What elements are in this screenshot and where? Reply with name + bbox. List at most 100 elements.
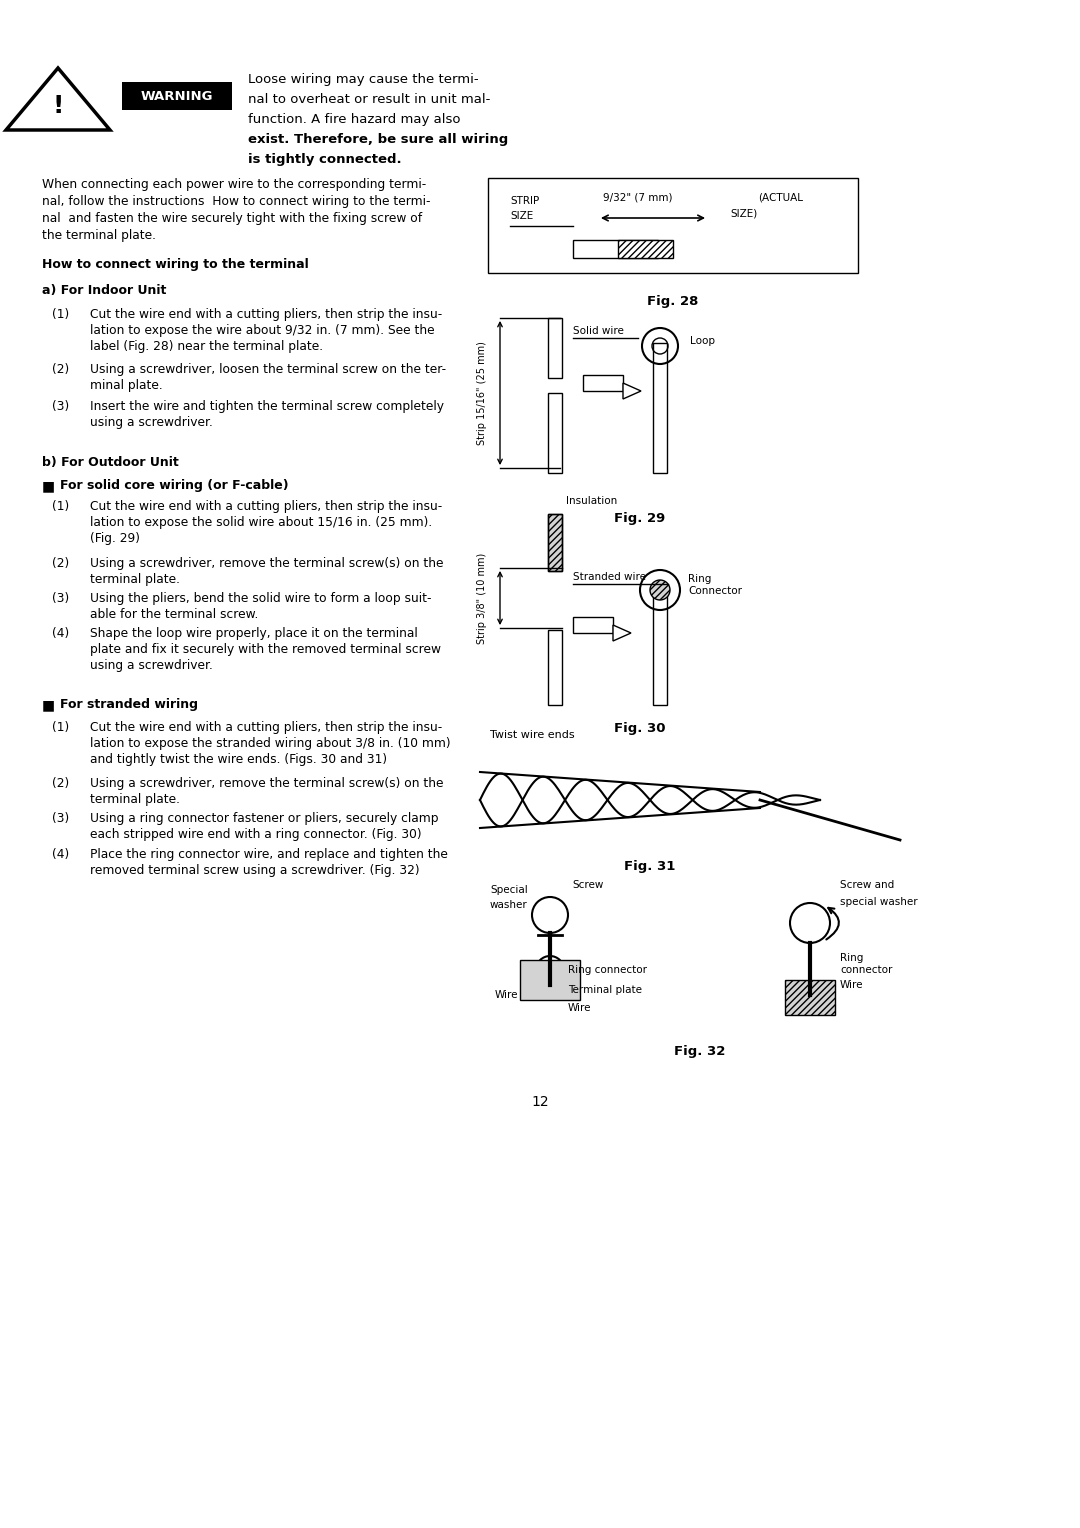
Text: Place the ring connector wire, and replace and tighten the: Place the ring connector wire, and repla… xyxy=(90,848,448,860)
Bar xyxy=(548,630,562,704)
Text: ■: ■ xyxy=(42,698,55,712)
Text: Cut the wire end with a cutting pliers, then strip the insu-: Cut the wire end with a cutting pliers, … xyxy=(90,500,442,513)
Text: SIZE): SIZE) xyxy=(731,208,758,219)
Text: terminal plate.: terminal plate. xyxy=(90,573,180,587)
Text: (2): (2) xyxy=(52,364,69,376)
Text: b) For Outdoor Unit: b) For Outdoor Unit xyxy=(42,455,179,469)
Text: (4): (4) xyxy=(52,848,69,860)
Text: function. A fire hazard may also: function. A fire hazard may also xyxy=(248,113,460,125)
Text: Loop: Loop xyxy=(690,336,715,345)
Text: Fig. 31: Fig. 31 xyxy=(624,860,676,872)
Text: Using a ring connector fastener or pliers, securely clamp: Using a ring connector fastener or plier… xyxy=(90,811,438,825)
Bar xyxy=(573,240,658,258)
Text: able for the terminal screw.: able for the terminal screw. xyxy=(90,608,258,620)
Text: lation to expose the wire about 9/32 in. (7 mm). See the: lation to expose the wire about 9/32 in.… xyxy=(90,324,434,338)
Text: special washer: special washer xyxy=(840,897,918,908)
Text: Wire: Wire xyxy=(495,990,518,999)
Text: Cut the wire end with a cutting pliers, then strip the insu-: Cut the wire end with a cutting pliers, … xyxy=(90,309,442,321)
Text: Using a screwdriver, remove the terminal screw(s) on the: Using a screwdriver, remove the terminal… xyxy=(90,558,444,570)
Text: and tightly twist the wire ends. (Figs. 30 and 31): and tightly twist the wire ends. (Figs. … xyxy=(90,753,387,766)
Text: (3): (3) xyxy=(52,400,69,413)
Text: Shape the loop wire properly, place it on the terminal: Shape the loop wire properly, place it o… xyxy=(90,626,418,640)
Text: exist. Therefore, be sure all wiring: exist. Therefore, be sure all wiring xyxy=(248,133,509,147)
Text: a) For Indoor Unit: a) For Indoor Unit xyxy=(42,284,166,296)
Text: (ACTUAL: (ACTUAL xyxy=(758,193,804,203)
Text: lation to expose the solid wire about 15/16 in. (25 mm).: lation to expose the solid wire about 15… xyxy=(90,516,432,529)
Text: Fig. 28: Fig. 28 xyxy=(647,295,699,309)
Text: Screw and: Screw and xyxy=(840,880,894,889)
Text: nal to overheat or result in unit mal-: nal to overheat or result in unit mal- xyxy=(248,93,490,105)
Text: STRIP: STRIP xyxy=(510,196,539,206)
Text: Twist wire ends: Twist wire ends xyxy=(490,730,575,740)
Text: label (Fig. 28) near the terminal plate.: label (Fig. 28) near the terminal plate. xyxy=(90,341,323,353)
Bar xyxy=(618,240,673,258)
Text: !: ! xyxy=(52,95,64,119)
Text: SIZE: SIZE xyxy=(510,211,534,222)
Polygon shape xyxy=(613,625,631,642)
Bar xyxy=(488,177,858,274)
Text: 12: 12 xyxy=(531,1096,549,1109)
Text: (1): (1) xyxy=(52,309,69,321)
Text: ■: ■ xyxy=(42,478,55,494)
Text: Loose wiring may cause the termi-: Loose wiring may cause the termi- xyxy=(248,73,478,86)
Polygon shape xyxy=(623,384,642,399)
Bar xyxy=(653,342,667,474)
Text: removed terminal screw using a screwdriver. (Fig. 32): removed terminal screw using a screwdriv… xyxy=(90,863,420,877)
Text: Insert the wire and tighten the terminal screw completely: Insert the wire and tighten the terminal… xyxy=(90,400,444,413)
Bar xyxy=(548,393,562,474)
Text: Using a screwdriver, loosen the terminal screw on the ter-: Using a screwdriver, loosen the terminal… xyxy=(90,364,446,376)
Bar xyxy=(519,960,580,999)
Text: Ring
Connector: Ring Connector xyxy=(688,575,742,596)
Text: is tightly connected.: is tightly connected. xyxy=(248,153,402,167)
Text: nal, follow the instructions  How to connect wiring to the termi-: nal, follow the instructions How to conn… xyxy=(42,196,431,208)
Bar xyxy=(583,374,623,391)
Text: Using a screwdriver, remove the terminal screw(s) on the: Using a screwdriver, remove the terminal… xyxy=(90,778,444,790)
Text: When connecting each power wire to the corresponding termi-: When connecting each power wire to the c… xyxy=(42,177,427,191)
Text: (2): (2) xyxy=(52,558,69,570)
Text: Fig. 30: Fig. 30 xyxy=(615,723,665,735)
Bar xyxy=(653,590,667,704)
Text: (3): (3) xyxy=(52,811,69,825)
Text: each stripped wire end with a ring connector. (Fig. 30): each stripped wire end with a ring conne… xyxy=(90,828,421,840)
Text: (3): (3) xyxy=(52,591,69,605)
Text: Special: Special xyxy=(490,885,528,895)
Text: (Fig. 29): (Fig. 29) xyxy=(90,532,140,545)
Text: Fig. 29: Fig. 29 xyxy=(615,512,665,526)
Text: How to connect wiring to the terminal: How to connect wiring to the terminal xyxy=(42,258,309,270)
Text: Cut the wire end with a cutting pliers, then strip the insu-: Cut the wire end with a cutting pliers, … xyxy=(90,721,442,733)
Text: Ring
connector: Ring connector xyxy=(840,953,892,975)
Text: lation to expose the stranded wiring about 3/8 in. (10 mm): lation to expose the stranded wiring abo… xyxy=(90,736,450,750)
Text: Ring connector: Ring connector xyxy=(568,966,647,975)
Text: minal plate.: minal plate. xyxy=(90,379,163,393)
Circle shape xyxy=(650,581,670,601)
Text: Stranded wire: Stranded wire xyxy=(573,571,646,582)
Text: terminal plate.: terminal plate. xyxy=(90,793,180,805)
Text: using a screwdriver.: using a screwdriver. xyxy=(90,416,213,429)
Bar xyxy=(548,513,562,571)
Bar xyxy=(122,83,232,110)
Text: Strip 15/16" (25 mm): Strip 15/16" (25 mm) xyxy=(477,341,487,445)
Text: For solid core wiring (or F-cable): For solid core wiring (or F-cable) xyxy=(60,478,288,492)
Text: (1): (1) xyxy=(52,721,69,733)
Text: nal  and fasten the wire securely tight with the fixing screw of: nal and fasten the wire securely tight w… xyxy=(42,212,422,225)
Text: Wire: Wire xyxy=(568,1002,592,1013)
Text: Fig. 32: Fig. 32 xyxy=(674,1045,726,1057)
Text: Wire: Wire xyxy=(840,979,864,990)
Text: Screw: Screw xyxy=(572,880,604,889)
Text: washer: washer xyxy=(490,900,528,911)
Bar xyxy=(573,617,613,633)
Text: Solid wire: Solid wire xyxy=(573,325,624,336)
Bar xyxy=(785,979,835,1015)
Text: plate and fix it securely with the removed terminal screw: plate and fix it securely with the remov… xyxy=(90,643,441,656)
Text: For stranded wiring: For stranded wiring xyxy=(60,698,198,711)
Text: (2): (2) xyxy=(52,778,69,790)
Bar xyxy=(548,513,562,571)
Text: the terminal plate.: the terminal plate. xyxy=(42,229,156,241)
Text: Insulation: Insulation xyxy=(566,497,618,506)
Text: Strip 3/8" (10 mm): Strip 3/8" (10 mm) xyxy=(477,553,487,643)
Text: (1): (1) xyxy=(52,500,69,513)
Text: (4): (4) xyxy=(52,626,69,640)
Text: 9/32" (7 mm): 9/32" (7 mm) xyxy=(603,193,673,203)
Text: using a screwdriver.: using a screwdriver. xyxy=(90,659,213,672)
Text: Using the pliers, bend the solid wire to form a loop suit-: Using the pliers, bend the solid wire to… xyxy=(90,591,432,605)
